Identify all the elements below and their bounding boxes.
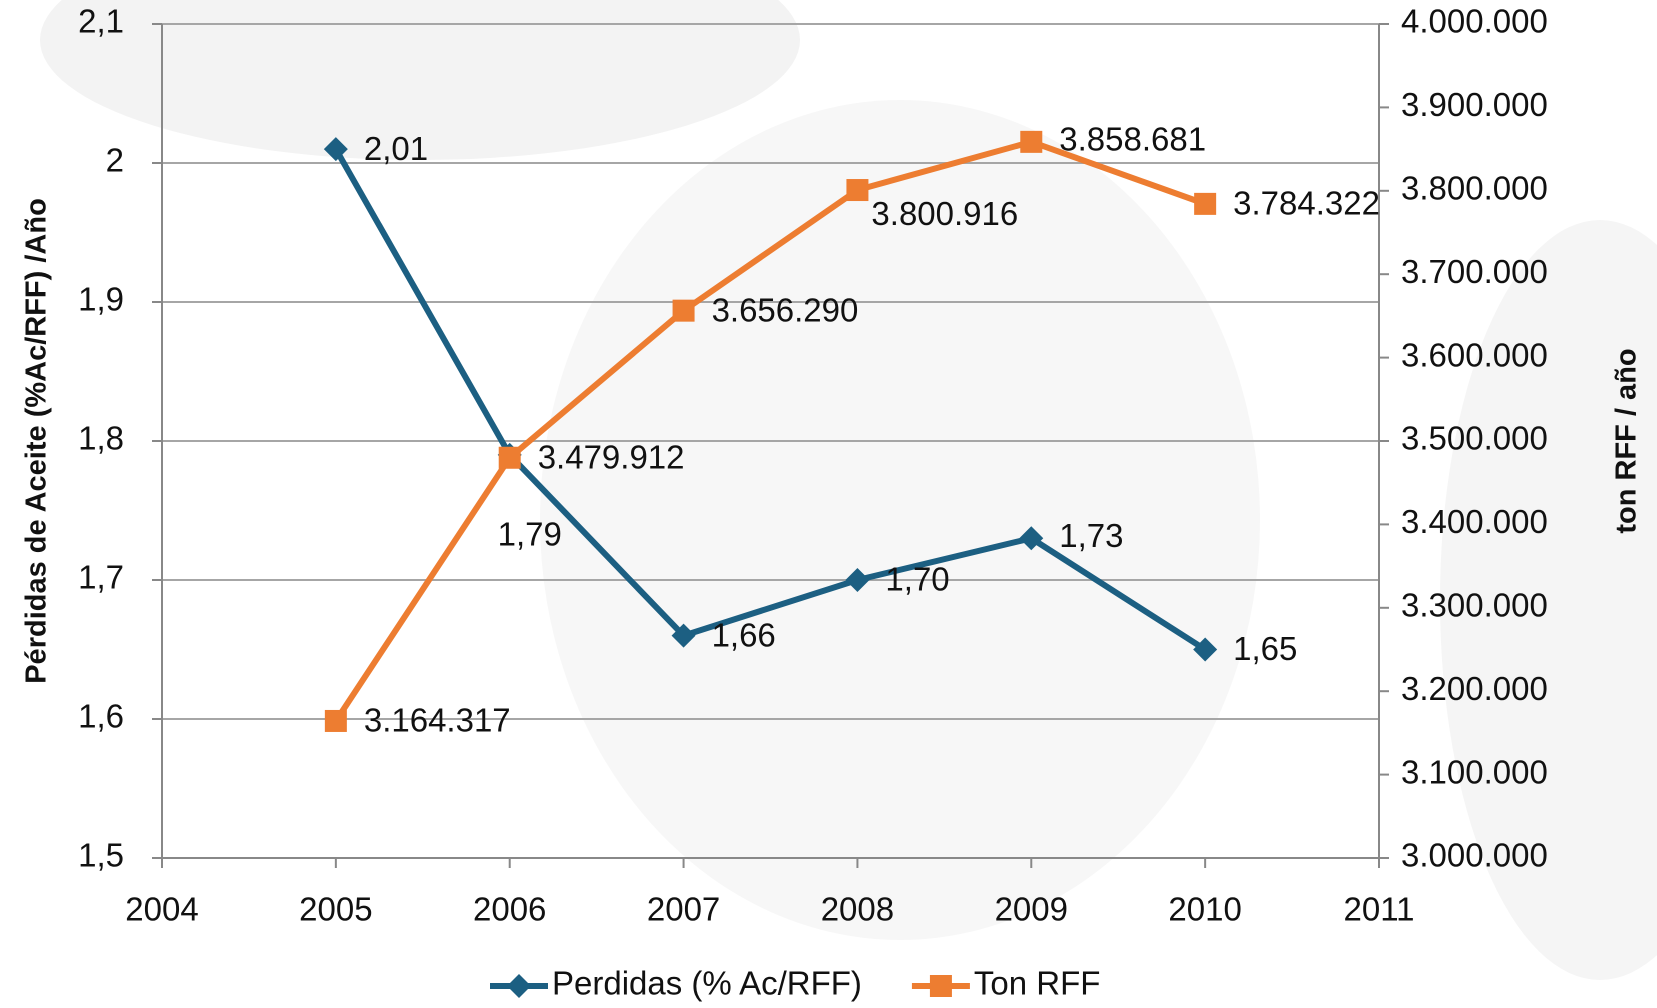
legend-item: Perdidas (% Ac/RFF) xyxy=(490,965,862,1002)
data-label: 1,79 xyxy=(498,516,562,553)
y2-tick-label: 3.200.000 xyxy=(1401,670,1548,707)
y-tick-label: 1,8 xyxy=(78,420,124,457)
y-tick-label: 1,7 xyxy=(78,559,124,596)
legend-label: Ton RFF xyxy=(974,965,1101,1002)
y-tick-label: 1,5 xyxy=(78,837,124,874)
y2-tick-label: 3.800.000 xyxy=(1401,170,1548,207)
legend-label: Perdidas (% Ac/RFF) xyxy=(552,965,862,1002)
x-tick-label: 2006 xyxy=(473,891,546,928)
data-label: 2,01 xyxy=(364,130,428,167)
series-line xyxy=(333,138,1207,723)
y-tick-label: 1,9 xyxy=(78,281,124,318)
data-label: 3.858.681 xyxy=(1059,121,1206,158)
data-label: 1,65 xyxy=(1233,630,1297,667)
data-point xyxy=(1020,130,1043,153)
data-label: 1,70 xyxy=(885,561,949,598)
y2-tick-label: 4.000.000 xyxy=(1401,3,1548,40)
data-label: 3.784.322 xyxy=(1233,185,1380,222)
y-axis-title: Pérdidas de Aceite (%Ac/RFF) /Año xyxy=(21,198,53,684)
y-tick-label: 2,1 xyxy=(78,3,124,40)
data-label: 3.800.916 xyxy=(871,195,1018,232)
data-point xyxy=(324,709,347,732)
y-tick-label: 1,6 xyxy=(78,698,124,735)
x-tick-label: 2009 xyxy=(995,891,1068,928)
x-tick-label: 2004 xyxy=(125,891,198,928)
y2-tick-label: 3.700.000 xyxy=(1401,253,1548,290)
data-label: 3.479.912 xyxy=(538,438,685,475)
legend-item: Ton RFF xyxy=(911,965,1101,1002)
data-point xyxy=(498,446,521,469)
data-label: 1,66 xyxy=(712,616,776,653)
y2-tick-label: 3.600.000 xyxy=(1401,336,1548,373)
y2-tick-label: 3.100.000 xyxy=(1401,753,1548,790)
series-line xyxy=(333,147,1207,653)
data-point xyxy=(845,568,870,592)
background-decoration xyxy=(40,0,1657,980)
data-point xyxy=(672,299,695,322)
x-tick-label: 2007 xyxy=(647,891,720,928)
data-point xyxy=(323,137,348,162)
y2-tick-label: 3.300.000 xyxy=(1401,587,1548,624)
data-label: 3.164.317 xyxy=(364,702,511,739)
y-tick-label: 2 xyxy=(106,142,124,179)
y2-axis-title: ton RFF / año xyxy=(1611,348,1643,533)
data-point xyxy=(846,179,869,202)
x-tick-label: 2010 xyxy=(1168,891,1241,928)
data-label: 3.656.290 xyxy=(712,291,859,328)
data-point xyxy=(1019,526,1044,551)
y2-tick-label: 3.500.000 xyxy=(1401,420,1548,457)
x-tick-label: 2011 xyxy=(1344,891,1415,928)
data-point xyxy=(1193,637,1218,662)
x-tick-label: 2008 xyxy=(821,891,894,928)
y2-tick-label: 3.000.000 xyxy=(1401,837,1548,874)
y2-tick-label: 3.900.000 xyxy=(1401,86,1548,123)
y2-tick-label: 3.400.000 xyxy=(1401,503,1548,540)
legend-marker xyxy=(929,975,952,997)
x-tick-label: 2005 xyxy=(299,891,372,928)
data-point xyxy=(671,623,696,648)
legend-marker xyxy=(507,974,531,998)
data-point xyxy=(1194,192,1217,215)
data-label: 1,73 xyxy=(1059,517,1123,554)
